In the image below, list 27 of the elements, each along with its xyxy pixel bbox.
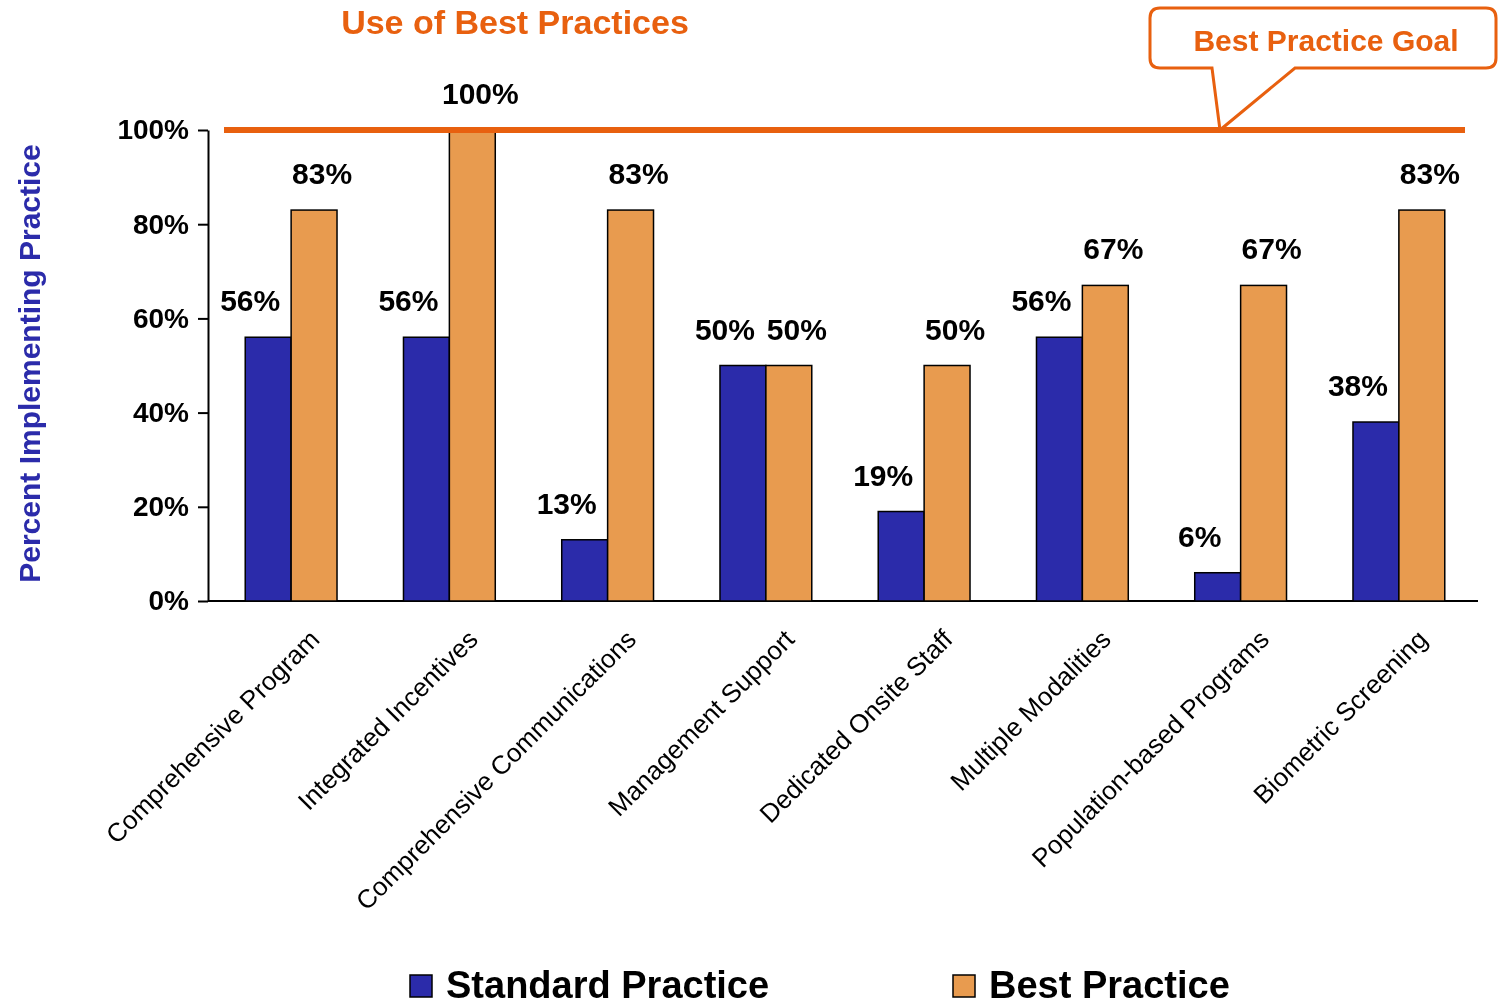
data-label: 83% — [608, 157, 669, 191]
legend-label: Best Practice — [989, 964, 1230, 1005]
y-tick-label: 60% — [132, 302, 190, 334]
ref-line-label: Best Practice Goal — [1193, 24, 1459, 57]
data-label: 67% — [1241, 232, 1302, 266]
data-label: 67% — [1083, 232, 1144, 266]
data-label: 83% — [292, 157, 353, 191]
data-label: 50% — [766, 312, 827, 346]
y-tick-label: 0% — [148, 585, 190, 617]
y-tick-label: 100% — [117, 114, 190, 146]
y-axis-title: Percent Implementing Practice — [13, 144, 46, 583]
data-label: 56% — [220, 284, 281, 318]
data-label: 19% — [853, 458, 914, 492]
data-label: 38% — [1327, 369, 1388, 403]
legend-label: Standard Practice — [446, 964, 770, 1005]
data-label: 6% — [1178, 519, 1222, 553]
data-label: 50% — [694, 312, 755, 346]
data-label: 56% — [378, 284, 439, 318]
data-label: 13% — [536, 486, 597, 520]
data-label: 50% — [925, 312, 986, 346]
chart-title: Use of Best Practices — [341, 3, 689, 41]
data-label: 83% — [1399, 157, 1460, 191]
y-tick-label: 80% — [132, 208, 190, 240]
data-label: 100% — [441, 77, 519, 110]
y-tick-label: 40% — [132, 397, 190, 429]
data-label: 56% — [1011, 284, 1072, 318]
y-tick-label: 20% — [132, 491, 190, 523]
